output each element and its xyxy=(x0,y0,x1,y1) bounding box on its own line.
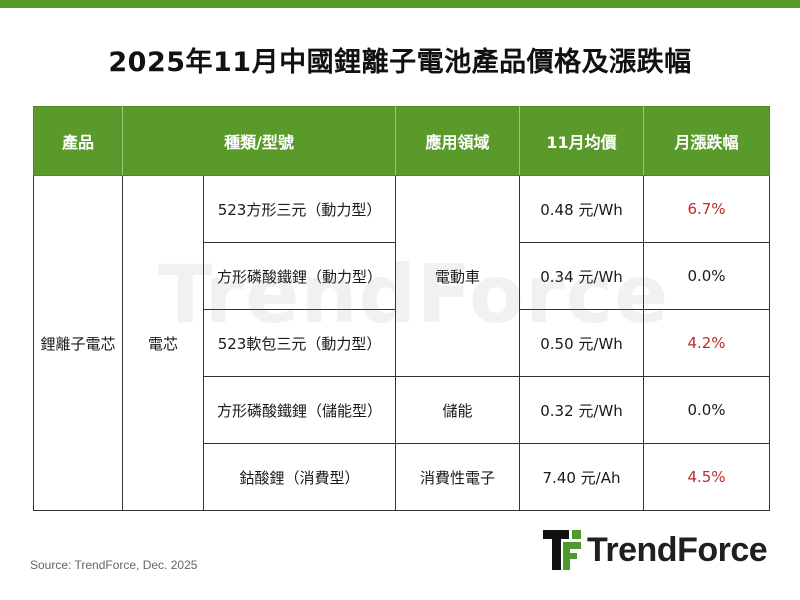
application-cell: 儲能 xyxy=(395,376,521,444)
table-row: 方形磷酸鐵鋰（儲能型） 儲能 0.32 元/Wh 0.0% xyxy=(34,376,771,444)
top-accent-bar xyxy=(0,0,800,8)
price-cell: 0.32 元/Wh xyxy=(519,376,645,444)
table-row: 鋰離子電芯 電芯 523方形三元（動力型） 電動車 0.48 元/Wh 6.7% xyxy=(33,175,771,511)
change-cell: 4.2% xyxy=(643,309,771,377)
header-application: 應用領域 xyxy=(395,106,521,176)
trendforce-logo-icon xyxy=(543,530,581,570)
header-product: 產品 xyxy=(33,106,123,176)
trendforce-logo: TrendForce xyxy=(543,530,768,570)
model-cell: 523軟包三元（動力型） xyxy=(202,309,397,377)
header-mom-change: 月漲跌幅 xyxy=(643,106,771,176)
price-cell: 0.48 元/Wh xyxy=(519,175,645,243)
category-cell: 電芯 xyxy=(122,175,204,511)
product-cell: 鋰離子電芯 xyxy=(33,175,123,511)
application-cell: 電動車 xyxy=(395,175,521,377)
table-row: 鈷酸鋰（消費型） 消費性電子 7.40 元/Ah 4.5% xyxy=(34,443,771,511)
price-cell: 0.50 元/Wh xyxy=(519,309,645,377)
header-type-model: 種類/型號 xyxy=(121,106,397,176)
model-cell: 523方形三元（動力型） xyxy=(202,175,397,243)
change-cell: 4.5% xyxy=(643,443,771,511)
change-cell: 6.7% xyxy=(643,175,771,243)
header-avg-price: 11月均價 xyxy=(519,106,645,176)
table-header-row: 產品 種類/型號 應用領域 11月均價 月漲跌幅 xyxy=(33,106,771,176)
table-row: 方形磷酸鐵鋰（動力型） 0.34 元/Wh 0.0% xyxy=(34,242,771,310)
change-cell: 0.0% xyxy=(643,376,771,444)
logo-wordmark: TrendForce xyxy=(587,530,768,569)
change-cell: 0.0% xyxy=(643,242,771,310)
price-cell: 7.40 元/Ah xyxy=(519,443,645,511)
price-table: 產品 種類/型號 應用領域 11月均價 月漲跌幅 鋰離子電芯 電芯 523方形三… xyxy=(33,106,771,511)
price-cell: 0.34 元/Wh xyxy=(519,242,645,310)
application-cell: 消費性電子 xyxy=(395,443,521,511)
model-cell: 方形磷酸鐵鋰（動力型） xyxy=(202,242,397,310)
model-cell: 方形磷酸鐵鋰（儲能型） xyxy=(202,376,397,444)
source-note: Source: TrendForce, Dec. 2025 xyxy=(30,558,198,572)
page-title: 2025年11月中國鋰離子電池產品價格及漲跌幅 xyxy=(108,47,692,78)
model-cell: 鈷酸鋰（消費型） xyxy=(202,443,397,511)
table-row: 523軟包三元（動力型） 0.50 元/Wh 4.2% xyxy=(34,309,771,377)
